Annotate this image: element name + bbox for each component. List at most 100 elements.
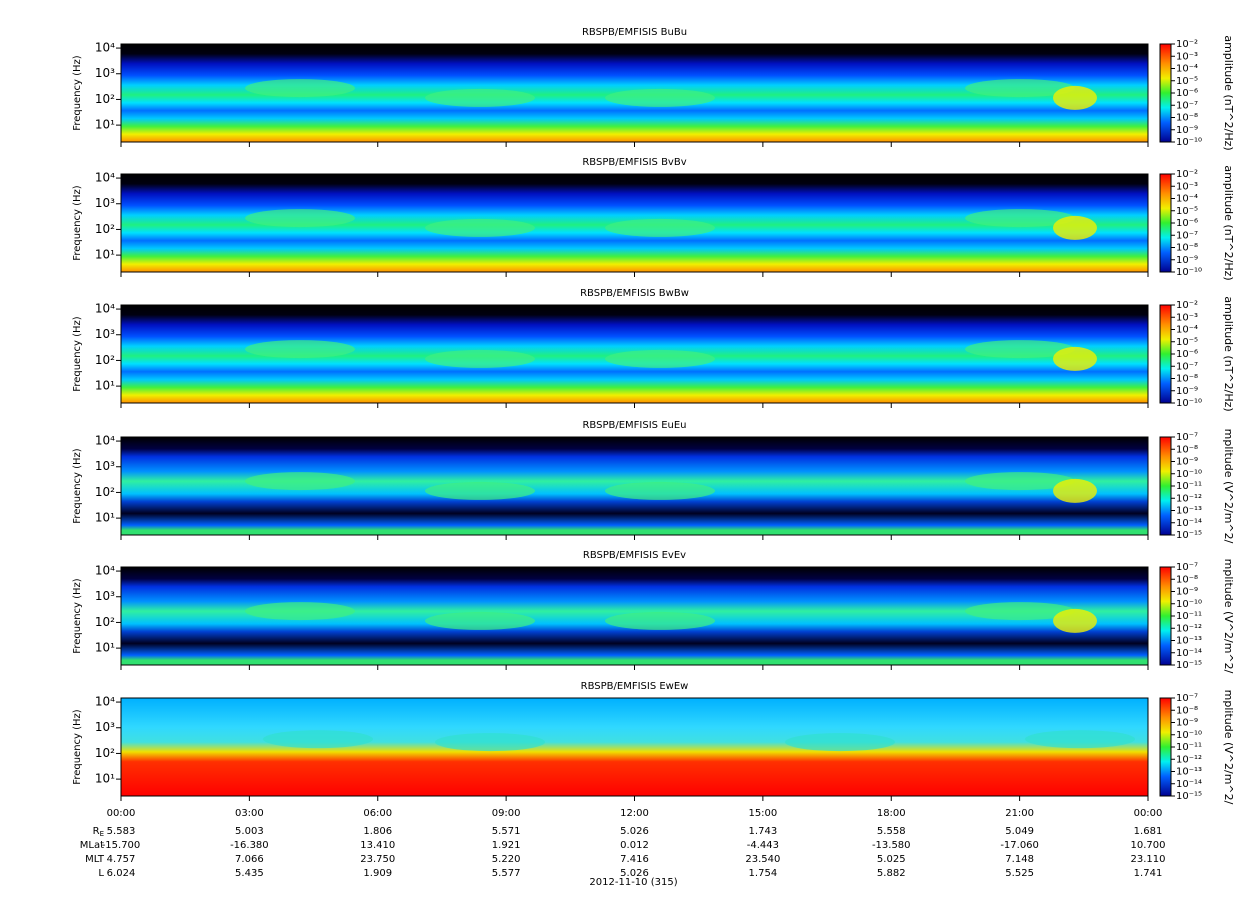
colorbar-tick-label: 10⁻² bbox=[1176, 169, 1198, 180]
date-label: 2012-11-10 (315) bbox=[589, 877, 677, 888]
colorbar-tick-label: 10⁻⁹ bbox=[1176, 125, 1198, 136]
colorbar-tick-label: 10⁻¹³ bbox=[1176, 636, 1202, 647]
colorbar-tick-label: 10⁻¹² bbox=[1176, 623, 1202, 634]
y-tick-label: 10² bbox=[95, 222, 115, 236]
colorbar-tick-label: 10⁻³ bbox=[1176, 312, 1198, 323]
y-tick-label: 10¹ bbox=[95, 772, 115, 786]
x-tick-label: 03:00 bbox=[235, 808, 264, 819]
colorbar-tick-label: 10⁻¹³ bbox=[1176, 506, 1202, 517]
colorbar-tick-label: 10⁻⁵ bbox=[1176, 206, 1198, 217]
ephemeris-value: 5.026 bbox=[620, 868, 649, 879]
colorbar-tick-label: 10⁻¹⁰ bbox=[1176, 599, 1202, 610]
ephemeris-value: 7.416 bbox=[620, 854, 649, 865]
ephemeris-value: 1.754 bbox=[749, 868, 778, 879]
spectral-feature bbox=[245, 209, 355, 228]
ephemeris-value: 7.066 bbox=[235, 854, 264, 865]
colorbar-tick-label: 10⁻¹³ bbox=[1176, 767, 1202, 778]
ephemeris-value: 5.026 bbox=[620, 826, 649, 837]
colorbar-tick-label: 10⁻⁵ bbox=[1176, 337, 1198, 348]
ephemeris-value: 5.882 bbox=[877, 868, 906, 879]
y-tick-label: 10¹ bbox=[95, 511, 115, 525]
ephemeris-value: 0.012 bbox=[620, 840, 649, 851]
y-tick-label: 10⁴ bbox=[95, 695, 115, 709]
ephemeris-value: 10.700 bbox=[1131, 840, 1166, 851]
spectral-feature bbox=[1053, 346, 1097, 371]
y-axis-label: Frequency (Hz) bbox=[72, 185, 83, 261]
colorbar-tick-label: 10⁻⁸ bbox=[1176, 574, 1198, 585]
colorbar-tick-label: 10⁻⁷ bbox=[1176, 432, 1198, 443]
colorbar-tick-label: 10⁻⁸ bbox=[1176, 444, 1198, 455]
x-tick-label: 15:00 bbox=[748, 808, 777, 819]
x-tick-label: 06:00 bbox=[363, 808, 392, 819]
spectral-feature bbox=[425, 481, 535, 500]
spectral-feature bbox=[785, 733, 895, 752]
x-tick-label: 00:00 bbox=[1134, 808, 1163, 819]
spectral-feature bbox=[965, 472, 1075, 491]
colorbar bbox=[1160, 305, 1171, 403]
y-tick-label: 10² bbox=[95, 615, 115, 629]
colorbar-tick-label: 10⁻¹⁴ bbox=[1176, 779, 1202, 790]
ephemeris-label-text: L bbox=[98, 868, 104, 879]
colorbar-tick-label: 10⁻¹¹ bbox=[1176, 742, 1202, 753]
ephemeris-value: 1.681 bbox=[1134, 826, 1163, 837]
y-tick-label: 10⁴ bbox=[95, 434, 115, 448]
y-tick-label: 10⁴ bbox=[95, 171, 115, 185]
ephemeris-value: 1.741 bbox=[1134, 868, 1163, 879]
colorbar-tick-label: 10⁻⁶ bbox=[1176, 218, 1198, 229]
colorbar bbox=[1160, 44, 1171, 142]
spectral-feature bbox=[435, 733, 545, 752]
colorbar-tick-label: 10⁻⁷ bbox=[1176, 693, 1198, 704]
colorbar-tick-label: 10⁻¹² bbox=[1176, 754, 1202, 765]
x-tick-label: 12:00 bbox=[620, 808, 649, 819]
ephemeris-value: 1.909 bbox=[363, 868, 392, 879]
y-axis-label: Frequency (Hz) bbox=[72, 578, 83, 654]
ephemeris-value: 5.025 bbox=[877, 854, 906, 865]
spectral-feature bbox=[605, 481, 715, 500]
colorbar-tick-label: 10⁻⁴ bbox=[1176, 194, 1198, 205]
spectral-feature bbox=[1053, 478, 1097, 503]
y-tick-label: 10¹ bbox=[95, 248, 115, 262]
spectral-feature bbox=[965, 602, 1075, 621]
y-tick-label: 10² bbox=[95, 485, 115, 499]
colorbar-tick-label: 10⁻¹⁵ bbox=[1176, 660, 1202, 671]
y-tick-label: 10¹ bbox=[95, 641, 115, 655]
ephemeris-label-text: R bbox=[93, 826, 100, 837]
ephemeris-value: 4.757 bbox=[107, 854, 136, 865]
ephemeris-value: -17.060 bbox=[1000, 840, 1039, 851]
colorbar-tick-label: 10⁻⁹ bbox=[1176, 457, 1198, 468]
ephemeris-value: 5.003 bbox=[235, 826, 264, 837]
ephemeris-value: 7.148 bbox=[1005, 854, 1034, 865]
colorbar-tick-label: 10⁻⁴ bbox=[1176, 64, 1198, 75]
ephemeris-value: 6.024 bbox=[107, 868, 136, 879]
colorbar-tick-label: 10⁻⁹ bbox=[1176, 386, 1198, 397]
ephemeris-value: 5.525 bbox=[1005, 868, 1034, 879]
colorbar-tick-label: 10⁻⁴ bbox=[1176, 325, 1198, 336]
colorbar bbox=[1160, 437, 1171, 535]
spectral-feature bbox=[1053, 85, 1097, 110]
ephemeris-value: 23.110 bbox=[1131, 854, 1166, 865]
y-tick-label: 10⁴ bbox=[95, 302, 115, 316]
spectral-feature bbox=[245, 472, 355, 491]
spectral-feature bbox=[1053, 608, 1097, 633]
spectral-feature bbox=[245, 602, 355, 621]
colorbar-tick-label: 10⁻⁸ bbox=[1176, 705, 1198, 716]
ephemeris-value: -4.443 bbox=[747, 840, 779, 851]
colorbar-tick-label: 10⁻⁷ bbox=[1176, 562, 1198, 573]
colorbar-tick-label: 10⁻² bbox=[1176, 300, 1198, 311]
ephemeris-value: 1.921 bbox=[492, 840, 521, 851]
colorbar-tick-label: 10⁻³ bbox=[1176, 51, 1198, 62]
colorbar-tick-label: 10⁻⁷ bbox=[1176, 100, 1198, 111]
y-tick-label: 10³ bbox=[95, 196, 115, 210]
x-tick-label: 09:00 bbox=[492, 808, 521, 819]
colorbar-tick-label: 10⁻¹⁴ bbox=[1176, 648, 1202, 659]
x-tick-label: 00:00 bbox=[107, 808, 136, 819]
colorbar-tick-label: 10⁻¹⁰ bbox=[1176, 267, 1202, 278]
y-tick-label: 10² bbox=[95, 746, 115, 760]
ephemeris-label: MLat bbox=[80, 840, 104, 851]
colorbar-tick-label: 10⁻⁵ bbox=[1176, 76, 1198, 87]
y-tick-label: 10³ bbox=[95, 66, 115, 80]
spectral-feature bbox=[1025, 730, 1135, 749]
ephemeris-value: 5.220 bbox=[492, 854, 521, 865]
colorbar-label: amplitude (nT^2/Hz) bbox=[1222, 165, 1235, 280]
ephemeris-value: -13.580 bbox=[872, 840, 911, 851]
